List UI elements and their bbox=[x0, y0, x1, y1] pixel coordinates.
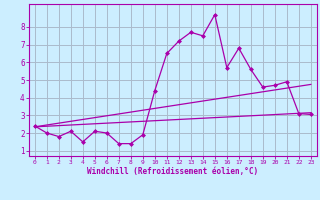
X-axis label: Windchill (Refroidissement éolien,°C): Windchill (Refroidissement éolien,°C) bbox=[87, 167, 258, 176]
